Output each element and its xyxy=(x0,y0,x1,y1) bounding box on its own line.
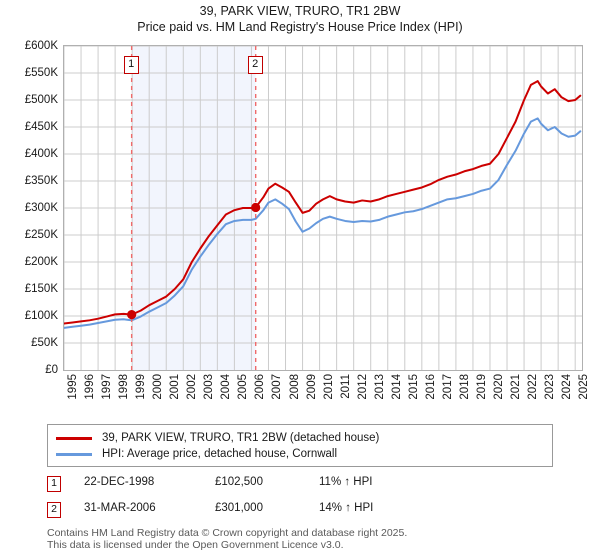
y-axis-tick-label: £400K xyxy=(24,148,58,160)
chart-legend: 39, PARK VIEW, TRURO, TR1 2BW (detached … xyxy=(47,424,553,467)
x-axis-tick-label: 2016 xyxy=(424,374,437,400)
x-axis-tick-label: 2021 xyxy=(510,374,523,400)
y-axis-tick-label: £450K xyxy=(24,121,58,133)
licence-line: This data is licensed under the Open Gov… xyxy=(47,539,344,551)
x-axis-tick-label: 2015 xyxy=(407,374,420,400)
x-axis-tick-label: 1995 xyxy=(67,374,79,400)
x-axis-labels: 1995 1996 1997 1998 1999 2000 2001 2002 2003 2004… xyxy=(63,374,590,414)
x-axis-tick-label: 2022 xyxy=(527,374,540,400)
y-axis-tick-label: £550K xyxy=(24,67,58,79)
x-axis-tick-label: 2003 xyxy=(203,374,216,400)
transaction-row-1[interactable]: 1 22-DEC-1998 £102,500 11% ↑ HPI xyxy=(47,476,553,498)
x-axis-tick-label: 2006 xyxy=(254,374,267,400)
x-axis-tick-label: 2009 xyxy=(305,374,318,400)
y-axis-labels: £0 £50K £100K £150K £200K £250K £300K £350K £400… xyxy=(0,40,58,376)
x-axis-tick-label: 2014 xyxy=(390,374,403,400)
x-axis-tick-label: 1999 xyxy=(135,374,148,400)
transaction-hpi-delta: 11% ↑ HPI xyxy=(319,476,373,488)
transaction-date: 31-MAR-2006 xyxy=(84,502,156,514)
x-axis-tick-label: 2025 xyxy=(578,374,591,400)
chart-title-block: 39, PARK VIEW, TRURO, TR1 2BW Price paid… xyxy=(0,3,600,36)
y-axis-tick-label: £200K xyxy=(24,256,58,268)
transaction-price: £102,500 xyxy=(215,476,263,488)
y-axis-tick-label: £50K xyxy=(31,337,58,349)
y-axis-tick-label: £250K xyxy=(24,229,58,241)
y-axis-tick-label: £500K xyxy=(24,94,58,106)
x-axis-tick-label: 2013 xyxy=(373,374,386,400)
legend-swatch-price-paid xyxy=(56,436,92,440)
x-axis-tick-label: 2007 xyxy=(271,374,284,400)
x-axis-tick-label: 2010 xyxy=(322,374,335,400)
copyright-line: Contains HM Land Registry data © Crown c… xyxy=(47,527,408,539)
x-axis-tick-label: 1997 xyxy=(101,374,114,400)
x-axis-tick-label: 2024 xyxy=(561,374,574,400)
transaction-price: £301,000 xyxy=(215,502,263,514)
legend-swatch-hpi xyxy=(56,452,92,456)
transaction-index-badge: 2 xyxy=(47,502,61,518)
x-axis-tick-label: 2011 xyxy=(339,374,352,399)
x-axis-tick-label: 1998 xyxy=(118,374,131,400)
x-axis-tick-label: 2000 xyxy=(152,374,165,400)
y-axis-tick-label: £150K xyxy=(24,283,58,295)
chart-marker-callout[interactable]: 2 xyxy=(247,56,263,74)
transaction-row-2[interactable]: 2 31-MAR-2006 £301,000 14% ↑ HPI xyxy=(47,502,553,524)
x-axis-tick-label: 2019 xyxy=(475,374,488,400)
x-axis-tick-label: 2005 xyxy=(237,374,250,400)
chart-subtitle: Price paid vs. HM Land Registry's House … xyxy=(137,20,463,34)
legend-item-hpi: HPI: Average price, detached house, Corn… xyxy=(56,446,544,462)
x-axis-tick-label: 2018 xyxy=(458,374,471,400)
x-axis-tick-label: 2001 xyxy=(169,374,182,400)
x-axis-tick-label: 2023 xyxy=(544,374,557,400)
x-axis-tick-label: 2004 xyxy=(220,374,233,400)
plot-area xyxy=(63,45,583,371)
x-axis-tick-label: 2020 xyxy=(492,374,505,400)
x-axis-tick-label: 2002 xyxy=(186,374,199,400)
chart-marker-callout[interactable]: 1 xyxy=(123,56,139,74)
page-title: 39, PARK VIEW, TRURO, TR1 2BW xyxy=(199,4,401,18)
legend-label-hpi: HPI: Average price, detached house, Corn… xyxy=(102,448,338,460)
legend-item-price-paid: 39, PARK VIEW, TRURO, TR1 2BW (detached … xyxy=(56,430,544,446)
attribution-footer: Contains HM Land Registry data © Crown c… xyxy=(47,527,587,551)
x-axis-tick-label: 2012 xyxy=(356,374,369,400)
y-axis-tick-label: £300K xyxy=(24,202,58,214)
x-axis-tick-label: 2008 xyxy=(288,374,301,400)
transaction-index-badge: 1 xyxy=(47,476,61,492)
x-axis-tick-label: 1996 xyxy=(84,374,97,400)
transaction-hpi-delta: 14% ↑ HPI xyxy=(319,502,374,514)
y-axis-tick-label: £600K xyxy=(24,40,58,52)
transaction-date: 22-DEC-1998 xyxy=(84,476,155,488)
legend-label-price-paid: 39, PARK VIEW, TRURO, TR1 2BW (detached … xyxy=(102,432,380,444)
y-axis-tick-label: £350K xyxy=(24,175,58,187)
plot-svg xyxy=(64,46,582,370)
y-axis-tick-label: £100K xyxy=(24,310,58,322)
x-axis-tick-label: 2017 xyxy=(441,374,454,400)
y-axis-tick-label: £0 xyxy=(45,364,58,376)
